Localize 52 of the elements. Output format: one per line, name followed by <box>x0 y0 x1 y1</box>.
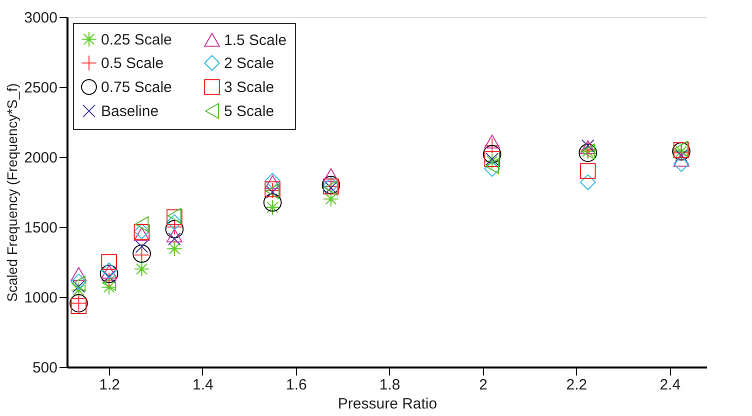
point <box>580 174 596 190</box>
x-tick-label: 1.8 <box>379 376 400 394</box>
point <box>580 163 596 179</box>
point <box>70 266 87 281</box>
point <box>323 168 339 182</box>
point <box>70 298 87 314</box>
y-axis-title: Scaled Frequency (Frequency*S_f) <box>4 83 20 302</box>
point <box>70 282 87 298</box>
y-tick-label: 1000 <box>24 290 58 306</box>
point <box>673 156 690 172</box>
legend-label: Baseline <box>101 103 159 120</box>
y-tick-label: 500 <box>32 360 58 376</box>
point <box>132 244 151 263</box>
point <box>166 240 182 257</box>
point <box>100 264 118 284</box>
y-tick-label: 3000 <box>24 10 58 26</box>
x-tick-label: 1.2 <box>99 376 120 394</box>
point <box>264 199 280 216</box>
point <box>482 145 502 164</box>
y-tick-label: 1500 <box>24 220 58 236</box>
y-tick-label: 2500 <box>24 80 58 96</box>
legend-label: 0.25 Scale <box>101 31 172 48</box>
point <box>484 134 500 149</box>
x-tick-label: 2.4 <box>660 376 681 394</box>
point <box>166 228 182 242</box>
y-tick-label: 2000 <box>24 150 58 166</box>
point <box>673 152 690 167</box>
point <box>134 216 149 232</box>
legend-label: 3 Scale <box>224 79 274 96</box>
point <box>263 193 282 212</box>
point <box>484 138 500 154</box>
legend-label: 2 Scale <box>224 55 274 72</box>
x-axis-title: Pressure Ratio <box>338 396 438 412</box>
x-tick-label: 2 <box>479 376 488 394</box>
point <box>165 220 184 238</box>
point <box>101 254 117 270</box>
x-tick-label: 1.4 <box>192 376 214 394</box>
x-tick-label: 1.6 <box>286 376 307 394</box>
point <box>134 247 150 263</box>
legend-label: 0.5 Scale <box>101 55 164 72</box>
point <box>134 261 150 277</box>
legend-label: 5 Scale <box>224 103 274 120</box>
legend-label: 1.5 Scale <box>224 32 287 49</box>
point <box>166 219 182 235</box>
point <box>134 227 150 241</box>
point <box>102 275 116 291</box>
x-tick-label: 2.2 <box>566 376 588 394</box>
point <box>101 279 117 296</box>
point <box>135 240 148 254</box>
legend-label: 0.75 Scale <box>101 79 172 96</box>
point <box>101 272 117 288</box>
point <box>166 214 182 230</box>
